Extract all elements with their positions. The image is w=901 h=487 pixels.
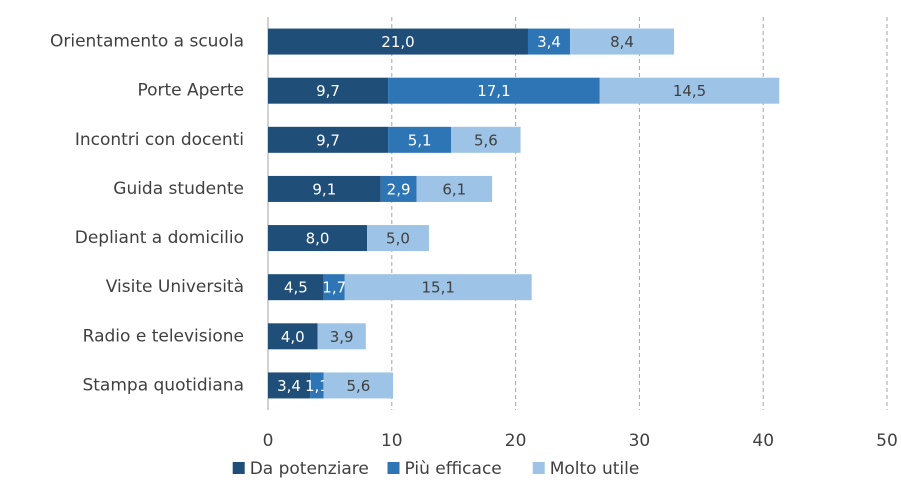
x-tick-label: 20 [505, 431, 527, 451]
x-tick-label: 10 [381, 431, 403, 451]
bar-segment [268, 175, 381, 202]
x-tick-label: 0 [263, 431, 274, 451]
data-label: 15,1 [422, 279, 455, 297]
data-label: 4,5 [284, 279, 308, 297]
y-tick-label: Radio e televisione [83, 326, 244, 346]
bar-segment [268, 28, 528, 55]
data-label: 21,0 [381, 33, 414, 51]
bar-segment [527, 28, 571, 55]
data-label: 9,1 [312, 180, 336, 198]
data-label: 14,5 [673, 82, 706, 100]
data-label: 1,1 [305, 377, 329, 395]
data-label: 6,1 [442, 180, 466, 198]
data-label: 5,0 [386, 230, 410, 248]
bar-segment [268, 225, 368, 252]
data-label: 3,4 [277, 377, 301, 395]
data-label: 8,4 [610, 33, 634, 51]
x-tick-label: 40 [752, 431, 774, 451]
bar-segment [599, 77, 780, 104]
data-label: 3,9 [330, 328, 354, 346]
y-tick-label: Stampa quotidiana [82, 375, 244, 395]
bar-segment [323, 372, 394, 399]
legend-label: Più efficace [405, 459, 502, 479]
legend-label: Da potenziare [250, 459, 369, 479]
y-tick-label: Depliant a domicilio [75, 228, 244, 248]
data-label: 17,1 [477, 82, 510, 100]
bar-segment [317, 323, 366, 350]
bar-segment [380, 175, 417, 202]
data-label: 5,6 [346, 377, 370, 395]
bar-segment [310, 372, 324, 399]
data-label: 5,6 [474, 131, 498, 149]
bar-segment [388, 126, 452, 153]
bar-segment [344, 274, 532, 301]
legend-swatch [387, 462, 400, 474]
bar-segment [268, 372, 311, 399]
bar-segment [570, 28, 675, 55]
data-label: 5,1 [408, 131, 432, 149]
bar-segment [451, 126, 521, 153]
data-label: 1,7 [322, 279, 346, 297]
bar-segment [367, 225, 429, 252]
bar-segment [268, 126, 389, 153]
y-tick-label: Guida studente [113, 179, 244, 199]
legend-swatch [532, 462, 545, 474]
data-label: 9,7 [316, 131, 340, 149]
x-tick-label: 30 [629, 431, 651, 451]
bar-segment [416, 175, 493, 202]
data-label: 9,7 [316, 82, 340, 100]
bar-segment [388, 77, 600, 104]
data-label: 3,4 [537, 33, 561, 51]
data-label: 2,9 [387, 180, 411, 198]
legend-label: Molto utile [550, 459, 640, 479]
bar-segment [268, 323, 318, 350]
legend-swatch [232, 462, 245, 474]
y-tick-label: Incontri con docenti [75, 130, 244, 150]
x-tick-label: 50 [876, 431, 898, 451]
bar-segment [323, 274, 345, 301]
data-label: 4,0 [281, 328, 305, 346]
y-tick-label: Visite Università [106, 277, 244, 297]
data-label: 8,0 [306, 230, 330, 248]
bar-segment [268, 274, 324, 301]
bar-segment [268, 77, 389, 104]
y-tick-label: Porte Aperte [137, 81, 244, 101]
y-tick-label: Orientamento a scuola [50, 32, 244, 52]
